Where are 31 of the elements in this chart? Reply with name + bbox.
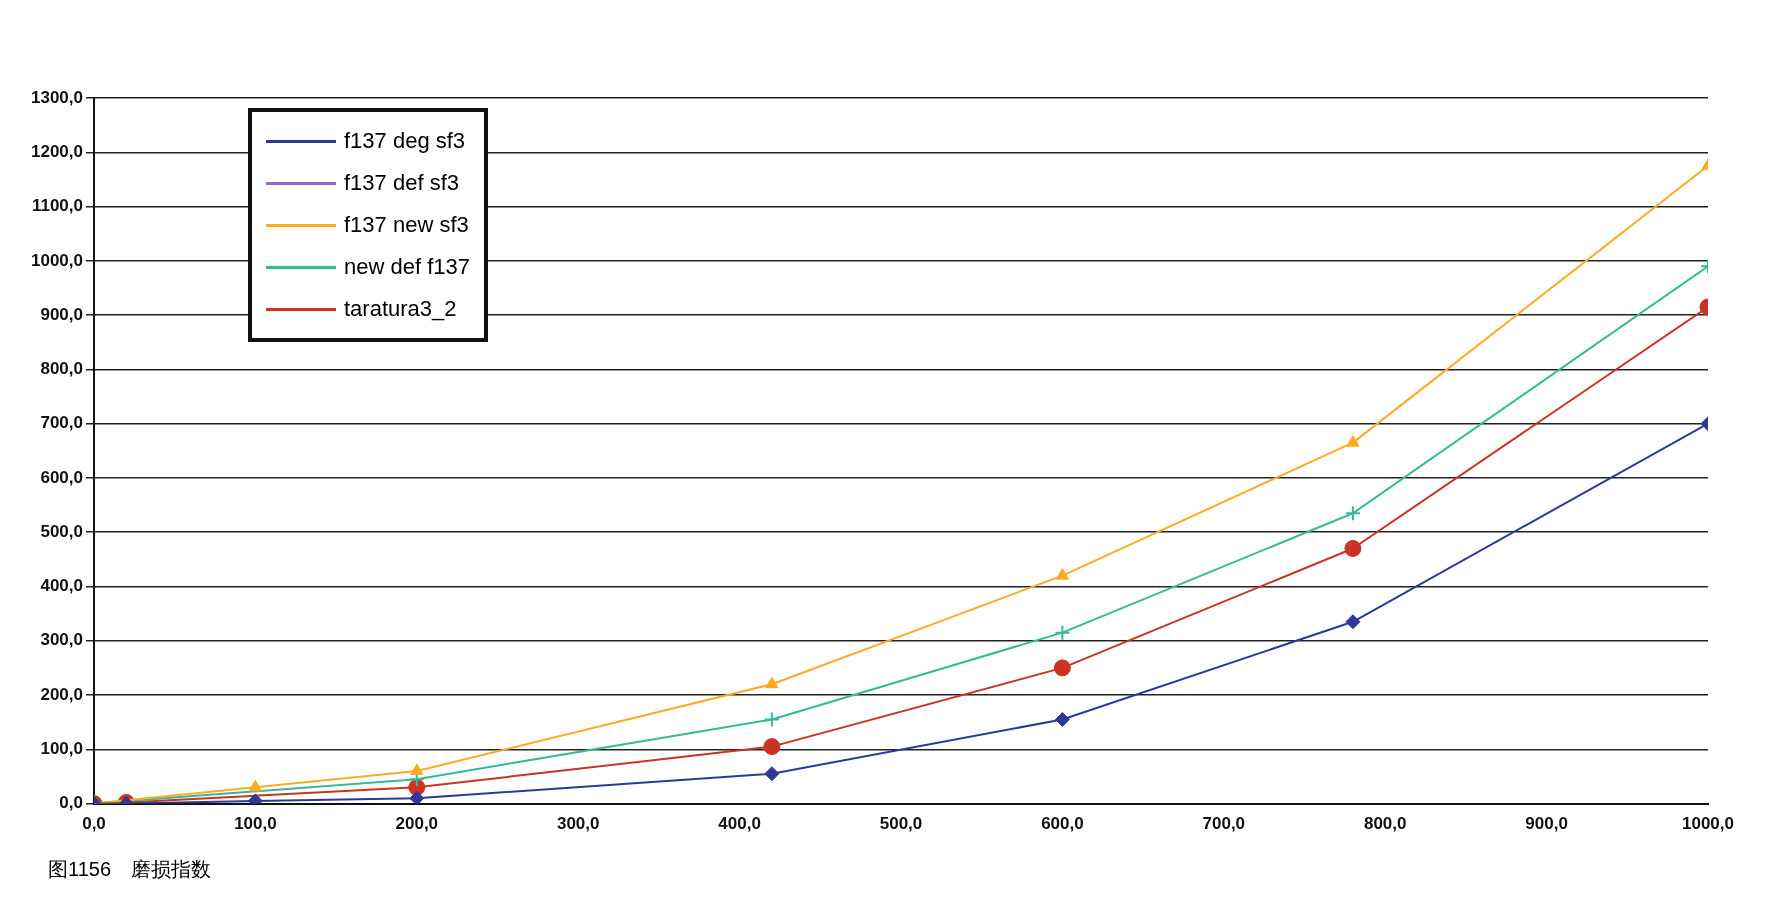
x-tick-label: 900,0 — [1525, 814, 1568, 834]
x-tick-label: 1000,0 — [1682, 814, 1734, 834]
y-tick-label: 200,0 — [40, 684, 83, 704]
caption: 图1156 磨损指数 — [48, 857, 212, 882]
x-tick-label: 300,0 — [556, 814, 600, 834]
x-tick-label: 700,0 — [1202, 814, 1246, 834]
legend-label: taratura3_2 — [344, 296, 457, 322]
legend-label: f137 new sf3 — [344, 212, 469, 238]
y-tick-label: 900,0 — [40, 304, 83, 324]
x-tick-label: 400,0 — [718, 814, 761, 834]
y-tick-label: 1000,0 — [31, 250, 83, 270]
legend-label: new def f137 — [344, 254, 470, 280]
x-tick-label: 800,0 — [1363, 814, 1407, 834]
y-tick-label: 400,0 — [40, 576, 83, 596]
y-tick-label: 700,0 — [40, 413, 83, 433]
x-tick-label: 200,0 — [395, 814, 439, 834]
x-tick-label: 600,0 — [1041, 814, 1084, 834]
legend-label: f137 deg sf3 — [344, 128, 466, 154]
x-tick-label: 500,0 — [879, 814, 923, 834]
y-tick-label: 500,0 — [40, 521, 83, 541]
y-tick-label: 300,0 — [40, 630, 83, 650]
y-tick-label: 600,0 — [40, 467, 83, 487]
y-tick-label: 1300,0 — [31, 87, 83, 107]
y-tick-label: 100,0 — [40, 739, 83, 759]
y-tick-label: 1200,0 — [31, 141, 83, 161]
x-tick-label: 100,0 — [234, 814, 277, 834]
x-tick-label: 0,0 — [82, 814, 106, 834]
y-tick-label: 0,0 — [59, 793, 83, 813]
legend-label: f137 def sf3 — [344, 170, 459, 196]
y-tick-label: 800,0 — [40, 359, 83, 379]
y-tick-label: 1100,0 — [31, 196, 83, 216]
